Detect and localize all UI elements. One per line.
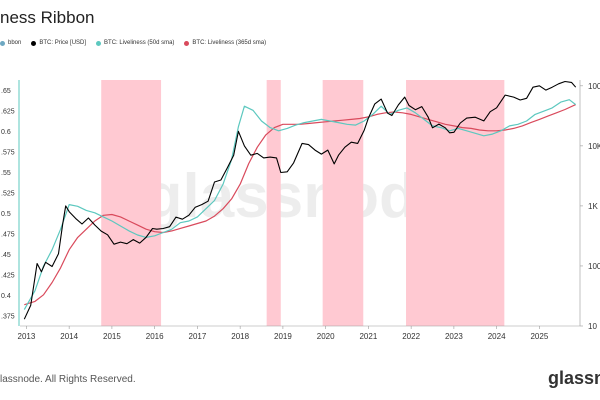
x-tick-label-2015: 2015 [103, 332, 121, 341]
legend-swatch-liveliness-365d [184, 40, 190, 46]
left-tick-label-11: .65 [1, 88, 11, 95]
left-tick-label-6: .525 [1, 190, 15, 197]
right-tick-label-4: 100K [588, 82, 600, 91]
x-tick-label-2021: 2021 [359, 332, 377, 341]
footer-copyright: lassnode. All Rights Reserved. [0, 374, 136, 385]
legend-item-price[interactable]: BTC: Price [USD] [31, 40, 86, 46]
chart-legend: bbon BTC: Price [USD] BTC: Liveliness (5… [0, 40, 266, 46]
left-tick-label-5: 0.5 [1, 211, 11, 218]
left-tick-label-9: 0.6 [1, 129, 11, 136]
right-tick-label-0: 10 [588, 322, 597, 331]
legend-item-ribbon[interactable]: bbon [0, 40, 21, 46]
right-tick-label-3: 10K [588, 142, 600, 151]
x-tick-label-2014: 2014 [60, 332, 78, 341]
shaded-region-0 [101, 80, 162, 326]
x-tick-label-2025: 2025 [530, 332, 548, 341]
x-tick-label-2020: 2020 [317, 332, 335, 341]
axes: 2013 2014 2015 2016 2017 2018 2019 2020 2021 2022… [1, 80, 600, 341]
x-tick-label-2019: 2019 [274, 332, 292, 341]
shaded-region-3 [406, 80, 505, 326]
series-line-btc-liveliness-50d-sma [23, 99, 577, 310]
right-tick-label-1: 100 [588, 262, 600, 271]
legend-swatch-ribbon [0, 40, 5, 46]
legend-label-liveliness-50d: BTC: Liveliness (50d sma) [104, 40, 175, 46]
legend-item-liveliness-365d[interactable]: BTC: Liveliness (365d sma) [184, 40, 266, 46]
legend-swatch-price [31, 40, 37, 46]
shaded-region-1 [266, 80, 281, 326]
brand-logo: glassn [548, 368, 600, 388]
x-tick-label-2024: 2024 [488, 332, 506, 341]
left-tick-label-4: .475 [1, 231, 15, 238]
left-tick-label-1: 0.4 [1, 293, 11, 300]
x-tick-label-2016: 2016 [146, 332, 164, 341]
x-tick-label-2023: 2023 [445, 332, 463, 341]
legend-label-ribbon: bbon [8, 40, 22, 46]
left-tick-label-7: .55 [1, 170, 11, 177]
right-tick-label-2: 1K [588, 202, 598, 211]
left-tick-label-2: .425 [1, 272, 15, 279]
x-tick-label-2013: 2013 [18, 332, 36, 341]
legend-label-liveliness-365d: BTC: Liveliness (365d sma) [192, 40, 267, 46]
series-lines [23, 80, 577, 320]
legend-swatch-liveliness-50d [96, 40, 102, 46]
left-tick-label-0: .375 [1, 313, 15, 320]
shaded-regions [101, 80, 505, 326]
x-tick-label-2017: 2017 [189, 332, 207, 341]
shaded-region-2 [322, 80, 364, 326]
legend-item-liveliness-50d[interactable]: BTC: Liveliness (50d sma) [96, 40, 174, 46]
series-line-btc-price-usd [23, 80, 577, 320]
x-tick-label-2018: 2018 [231, 332, 249, 341]
left-tick-label-10: .625 [1, 108, 15, 115]
legend-label-price: BTC: Price [USD] [39, 40, 87, 46]
left-tick-label-8: .575 [1, 149, 15, 156]
x-tick-label-2022: 2022 [402, 332, 420, 341]
left-tick-label-3: .45 [1, 252, 11, 259]
chart-watermark: glassnode [145, 162, 452, 231]
chart-title: ness Ribbon [0, 8, 95, 27]
